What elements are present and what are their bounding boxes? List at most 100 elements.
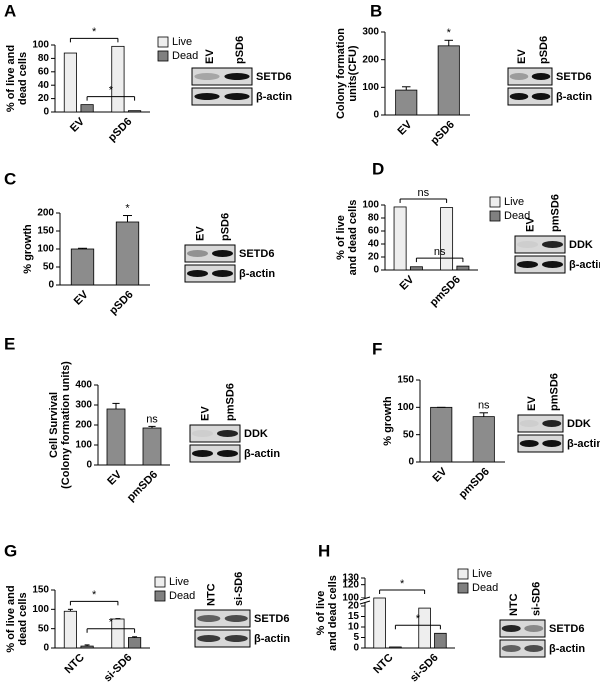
bar (80, 104, 94, 113)
significance: * (109, 617, 114, 629)
blot-band (194, 93, 220, 100)
lane-label: EV (516, 49, 528, 64)
x-tick-label: EV (105, 468, 124, 487)
blot-band (197, 635, 221, 642)
y-tick-label: 100 (342, 593, 359, 604)
x-tick-label: si-SD6 (408, 652, 441, 685)
y-tick-label: 50 (43, 262, 55, 273)
y-tick-label: 80 (38, 53, 50, 64)
band-label: SETD6 (239, 248, 274, 260)
band-label: β-actin (567, 438, 600, 450)
legend-label: Dead (504, 210, 530, 222)
bar (142, 427, 162, 466)
y-axis-label: dead cells (17, 592, 29, 645)
y-tick-label: 0 (86, 460, 92, 471)
band-label: β-actin (244, 448, 280, 460)
y-axis-label: % of live (315, 591, 327, 636)
x-tick-label: EV (68, 115, 87, 134)
legend-swatch (157, 50, 169, 62)
bar (456, 265, 470, 271)
bar (395, 89, 418, 116)
y-tick-label: 200 (362, 54, 379, 65)
legend-label: Dead (472, 582, 498, 594)
bar (63, 610, 77, 649)
y-tick-label: 20 (38, 93, 50, 104)
band-label: DDK (567, 418, 591, 430)
blot-band (542, 440, 562, 447)
x-tick-label: pmSD6 (457, 466, 492, 501)
y-tick-label: 0 (48, 280, 54, 291)
legend-label: Dead (172, 50, 198, 62)
blot-row (189, 444, 241, 463)
lane-label: EV (204, 49, 216, 64)
x-tick-label: EV (396, 118, 415, 137)
blot-row (499, 639, 546, 658)
lane-label: EV (194, 226, 206, 241)
bar (111, 618, 125, 649)
blot-row (517, 414, 564, 433)
panel-label: H (318, 541, 330, 560)
y-tick-label: 400 (75, 380, 92, 391)
blot-band (187, 250, 208, 257)
bar (63, 52, 77, 113)
bar (409, 266, 423, 271)
blot-row (184, 244, 236, 263)
x-tick-label: pmSD6 (125, 469, 160, 504)
blot-band (524, 625, 544, 632)
lane-label: EV (199, 406, 211, 421)
significance: ns (434, 246, 446, 258)
bar (472, 416, 495, 463)
legend-label: Live (504, 196, 524, 208)
legend-label: Live (172, 36, 192, 48)
axis-break (359, 600, 371, 605)
blot-band (224, 73, 250, 80)
blot-band (517, 261, 538, 268)
blot-band (531, 73, 551, 80)
bar (434, 632, 447, 649)
blot-band (501, 625, 521, 632)
blot-band (531, 93, 551, 100)
blot-band (217, 430, 238, 437)
y-axis-label: and dead cells (347, 200, 359, 276)
bar (70, 248, 95, 286)
y-tick-label: 300 (75, 400, 92, 411)
blot-band (542, 420, 562, 427)
y-tick-label: 40 (368, 239, 380, 250)
lane-label: pmSD6 (224, 383, 236, 421)
significance: * (416, 613, 421, 625)
blot-band (224, 615, 248, 622)
y-tick-label: 0 (373, 265, 379, 276)
legend-label: Live (169, 576, 189, 588)
blot-band (197, 615, 221, 622)
y-tick-label: 60 (38, 66, 50, 77)
blot-band (192, 430, 213, 437)
panel-label: C (4, 169, 16, 188)
blot-row (507, 87, 553, 106)
y-axis-label: % of live (335, 215, 347, 260)
lane-label: pSD6 (538, 36, 550, 64)
legend-label: Live (472, 568, 492, 580)
blot-band (524, 645, 544, 652)
y-axis-label: dead cells (17, 52, 29, 105)
blot-band (224, 635, 248, 642)
blot-row (194, 629, 251, 648)
y-axis-label: % growth (22, 224, 34, 274)
lane-label: EV (524, 217, 536, 232)
lane-label: EV (526, 396, 538, 411)
y-tick-label: 130 (342, 573, 359, 584)
bar (430, 406, 453, 463)
significance: ns (146, 413, 158, 425)
y-axis-label: % of live and (5, 585, 17, 652)
blot-band (187, 270, 208, 277)
y-tick-label: 15 (348, 611, 360, 622)
x-tick-label: pSD6 (106, 116, 134, 144)
legend-swatch (457, 582, 469, 594)
blot-row (194, 609, 251, 628)
bar (80, 645, 94, 649)
blot-row (507, 67, 553, 86)
y-tick-label: 0 (43, 107, 49, 118)
blot-row (499, 619, 546, 638)
legend-swatch (154, 576, 166, 588)
band-label: SETD6 (254, 613, 289, 625)
